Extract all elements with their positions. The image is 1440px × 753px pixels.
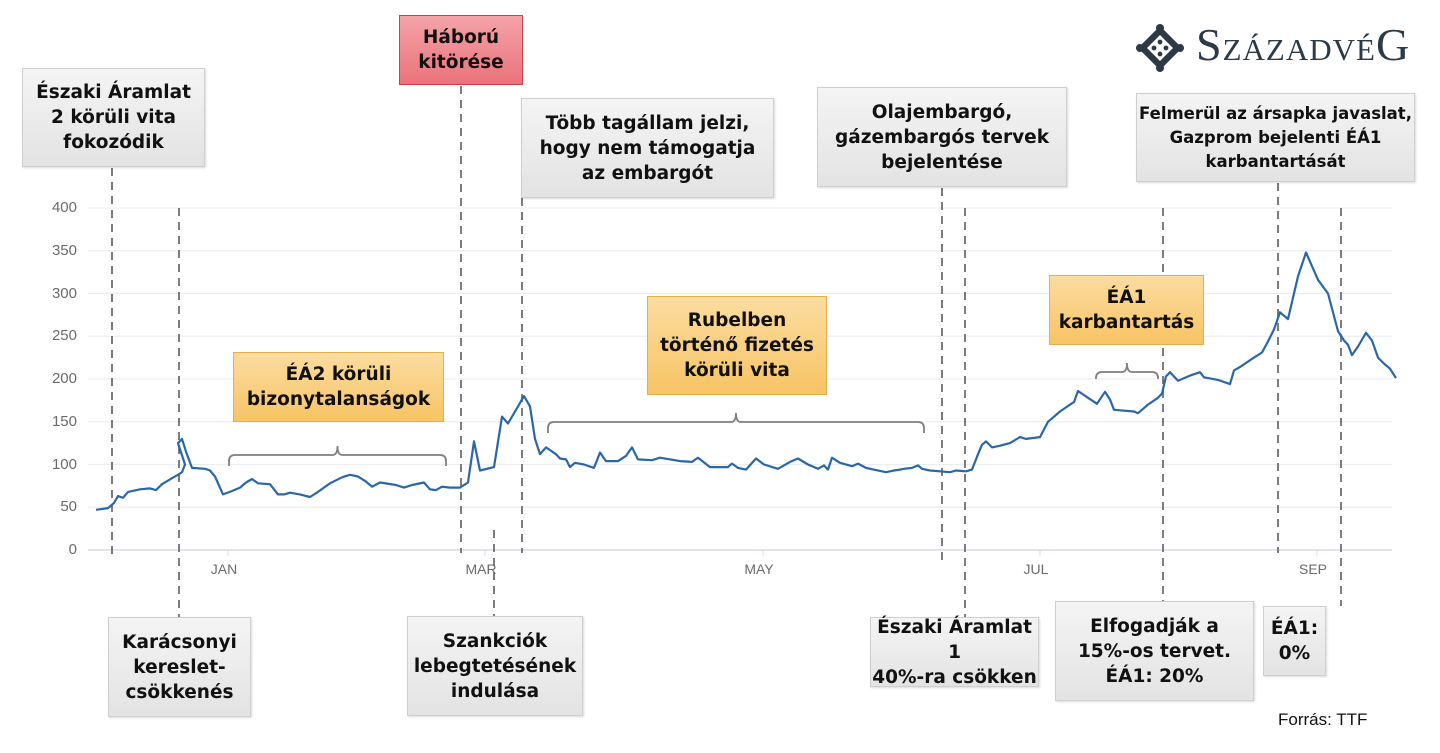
y-tick-label: 150 bbox=[51, 412, 77, 430]
y-tick-label: 100 bbox=[51, 455, 77, 473]
annotation-ns1-maintenance: ÉÁ1 karbantartás bbox=[1049, 275, 1204, 345]
y-tick-label: 300 bbox=[51, 284, 77, 302]
ttf-price-line bbox=[95, 251, 1397, 511]
y-tick-label: 50 bbox=[60, 498, 77, 516]
annotation-member-states-embargo: Több tagállam jelzi, hogy nem támogatja … bbox=[521, 98, 774, 198]
x-tick-label: MAR bbox=[465, 561, 497, 577]
source-label: Forrás: TTF bbox=[1278, 710, 1368, 729]
annotation-nord-stream-2-debate: Északi Áramlat 2 körüli vita fokozódik bbox=[22, 68, 205, 167]
event-marker-lines bbox=[111, 86, 1342, 617]
x-axis bbox=[227, 550, 1318, 556]
x-tick-label: SEP bbox=[1298, 561, 1328, 577]
annotation-ruble-payment: Rubelben történő fizetés körüli vita bbox=[647, 296, 827, 395]
y-tick-label: 200 bbox=[51, 370, 77, 387]
x-tick-label: JAN bbox=[210, 561, 238, 577]
y-tick-label: 0 bbox=[68, 541, 77, 558]
y-tick-label: 350 bbox=[51, 241, 77, 259]
x-tick-label: MAY bbox=[744, 561, 774, 577]
logo-wordmark: SZÁZADVÉG bbox=[1196, 19, 1411, 70]
y-tick-label: 250 bbox=[51, 327, 77, 345]
range-braces bbox=[228, 362, 1159, 466]
x-tick-label: JUL bbox=[1023, 561, 1049, 577]
annotation-oil-gas-embargo: Olajembargó, gázembargós tervek bejelent… bbox=[817, 87, 1067, 187]
diamond-dots-icon bbox=[1136, 23, 1184, 72]
annotation-ns1-zero: ÉÁ1: 0% bbox=[1263, 606, 1326, 676]
annotation-ns2-uncertainty: ÉÁ2 körüli bizonytalanságok bbox=[233, 352, 444, 422]
annotation-christmas-demand: Karácsonyi kereslet- csökkenés bbox=[108, 617, 251, 717]
annotation-ns1-40-percent: Északi Áramlat 1 40%-ra csökken bbox=[870, 617, 1039, 688]
annotation-15-percent-plan: Elfogadják a 15%-os tervet. ÉÁ1: 20% bbox=[1055, 601, 1254, 701]
y-tick-label: 400 bbox=[51, 199, 77, 216]
annotation-war-outbreak: Háború kitörése bbox=[399, 15, 523, 85]
szazadveg-logo: SZÁZADVÉG bbox=[1136, 20, 1410, 75]
annotation-sanctions-start: Szankciók lebegtetésének indulása bbox=[407, 616, 583, 716]
annotation-price-cap-gazprom: Felmerül az ársapka javaslat, Gazprom be… bbox=[1136, 93, 1415, 182]
